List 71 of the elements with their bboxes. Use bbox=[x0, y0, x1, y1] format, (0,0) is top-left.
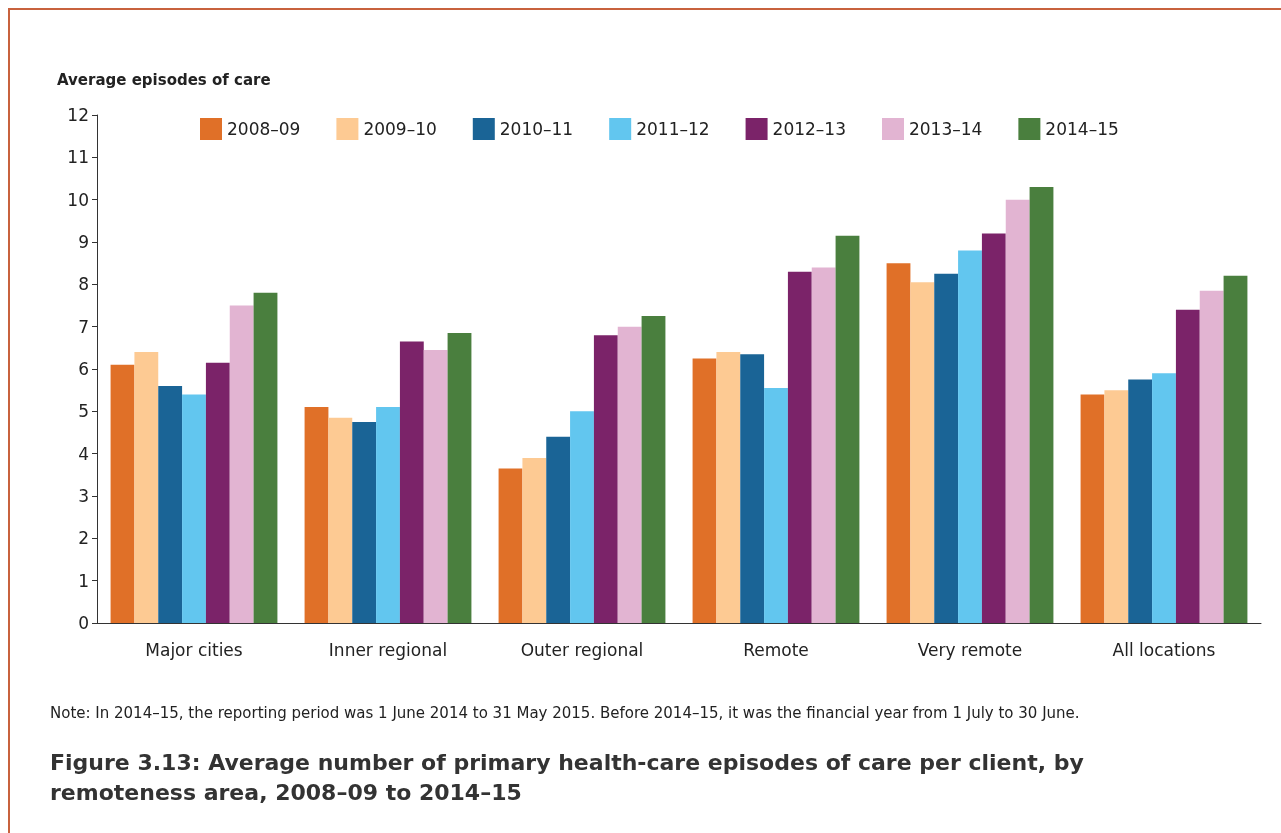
bar bbox=[1199, 290, 1224, 623]
bar bbox=[522, 457, 547, 623]
bar bbox=[641, 316, 666, 623]
bar bbox=[764, 388, 788, 623]
bar bbox=[182, 394, 206, 623]
y-tick-label: 4 bbox=[78, 443, 89, 464]
bar bbox=[328, 417, 353, 623]
legend-label: 2012–13 bbox=[772, 119, 846, 139]
x-tick-label: Very remote bbox=[917, 639, 1023, 660]
bar bbox=[1152, 373, 1176, 623]
bar bbox=[110, 364, 135, 623]
y-tick-label: 7 bbox=[78, 316, 89, 337]
bar bbox=[229, 305, 254, 623]
bar bbox=[253, 292, 278, 623]
bar bbox=[1029, 186, 1054, 623]
x-tick-label: Outer regional bbox=[520, 639, 644, 660]
legend-label: 2010–11 bbox=[499, 119, 574, 139]
text: Note: In 2014–15, the reporting period was 1 June 2014 to 31 May 2015. Before 2014–15, it was the financial year from 1 July to 30 June. bbox=[50, 704, 1080, 722]
bar bbox=[546, 436, 571, 623]
bar bbox=[886, 263, 911, 623]
x-tick-label: All locations bbox=[1112, 639, 1216, 660]
legend-label: 2009–10 bbox=[363, 119, 437, 139]
bar bbox=[934, 273, 959, 623]
bar bbox=[910, 282, 935, 623]
bar bbox=[352, 421, 377, 623]
legend-label: 2014–15 bbox=[1045, 119, 1119, 139]
bar bbox=[593, 335, 618, 623]
bar bbox=[617, 326, 642, 623]
y-tick-label: 6 bbox=[78, 359, 89, 379]
bar bbox=[447, 333, 472, 623]
y-tick-label: 10 bbox=[67, 189, 89, 210]
bar bbox=[787, 271, 812, 623]
bar bbox=[304, 407, 329, 623]
x-tick-label: Inner regional bbox=[328, 639, 448, 660]
bar bbox=[835, 235, 860, 623]
bar bbox=[958, 250, 982, 623]
y-tick-label: 0 bbox=[78, 613, 89, 633]
bar bbox=[158, 385, 183, 623]
y-tick-label: 2 bbox=[78, 528, 89, 549]
legend-label: 2011–12 bbox=[636, 119, 710, 139]
bar bbox=[1128, 379, 1153, 623]
bar bbox=[1005, 199, 1030, 623]
bar bbox=[1223, 275, 1248, 623]
y-axis-title: Average episodes of care bbox=[57, 70, 271, 89]
bar bbox=[1104, 390, 1129, 623]
y-tick-label: 12 bbox=[67, 105, 89, 125]
x-tick-label: Major cities bbox=[145, 639, 243, 660]
x-tick-label: Remote bbox=[743, 639, 809, 660]
bar bbox=[1080, 394, 1105, 623]
bar bbox=[1175, 309, 1200, 623]
bar bbox=[811, 267, 836, 623]
bar bbox=[716, 352, 741, 623]
y-tick-label: 1 bbox=[78, 570, 89, 591]
bar bbox=[205, 362, 230, 623]
bar bbox=[692, 358, 717, 623]
legend-label: 2008–09 bbox=[227, 119, 301, 139]
bar bbox=[134, 352, 159, 623]
y-tick-label: 3 bbox=[78, 486, 89, 506]
y-tick-label: 5 bbox=[78, 401, 89, 422]
bar bbox=[376, 407, 400, 623]
bar bbox=[981, 233, 1006, 623]
bar bbox=[423, 349, 448, 623]
bar bbox=[570, 411, 594, 623]
bar bbox=[740, 354, 765, 623]
y-tick-label: 8 bbox=[78, 274, 89, 295]
bar bbox=[399, 341, 424, 623]
y-tick-label: 9 bbox=[78, 232, 89, 252]
bar bbox=[498, 468, 523, 623]
legend-label: 2013–14 bbox=[908, 119, 983, 139]
y-tick-label: 11 bbox=[67, 147, 89, 168]
text: Figure 3.13: Average number of primary health-care episodes of care per client, by remoteness area, 2008–09 to 2014–15 bbox=[50, 749, 1085, 807]
